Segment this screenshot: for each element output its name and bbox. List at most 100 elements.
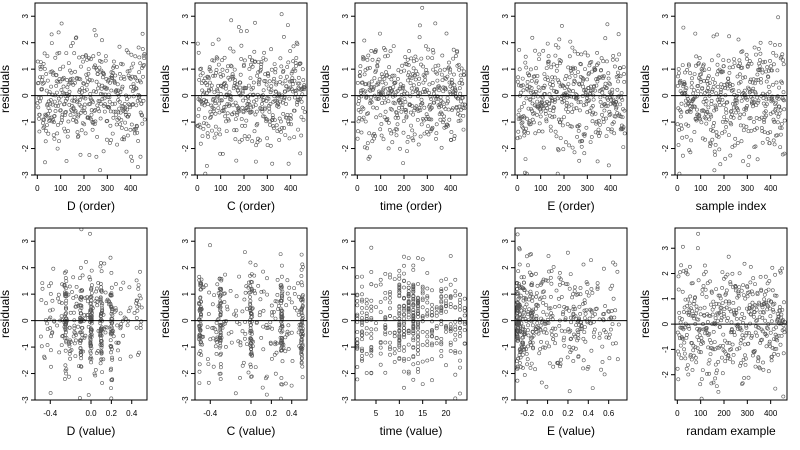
data-point — [704, 327, 709, 332]
data-point — [411, 328, 416, 333]
data-point — [615, 87, 620, 92]
data-point — [397, 324, 402, 329]
data-point — [695, 107, 699, 112]
data-point — [387, 127, 392, 132]
data-point — [388, 300, 392, 305]
data-point — [458, 350, 462, 355]
data-point — [100, 306, 105, 311]
data-point — [206, 380, 211, 385]
data-point — [772, 347, 777, 351]
data-point — [362, 72, 367, 77]
data-point — [47, 90, 52, 95]
data-point — [568, 350, 573, 355]
data-point — [742, 376, 747, 380]
data-point — [280, 126, 284, 130]
data-point — [108, 123, 113, 128]
data-point — [292, 95, 297, 100]
data-point — [733, 136, 738, 141]
data-point — [567, 308, 572, 313]
data-point — [248, 279, 253, 284]
data-point — [769, 319, 774, 324]
data-point — [116, 341, 121, 345]
x-tick-label: 200 — [237, 184, 251, 193]
data-point — [710, 290, 714, 295]
data-point — [76, 133, 81, 138]
data-point — [538, 328, 543, 333]
data-point — [538, 327, 543, 332]
data-point — [89, 309, 94, 314]
data-point — [411, 267, 416, 272]
data-point — [239, 29, 243, 34]
data-point — [724, 107, 728, 112]
data-point — [538, 107, 543, 112]
data-point — [758, 58, 762, 62]
data-point — [448, 296, 453, 300]
data-point — [96, 106, 101, 111]
data-point — [416, 366, 420, 371]
data-point — [100, 301, 105, 306]
data-point — [523, 60, 528, 65]
data-point — [135, 130, 140, 135]
data-point — [692, 88, 697, 93]
data-point — [754, 318, 759, 323]
data-point — [555, 96, 560, 101]
data-point — [279, 12, 284, 17]
data-point — [372, 131, 377, 136]
data-point — [563, 316, 568, 321]
data-point — [219, 276, 224, 281]
data-point — [289, 383, 294, 388]
data-point — [575, 328, 580, 333]
data-point — [67, 80, 72, 85]
data-point — [87, 153, 92, 157]
data-point — [744, 124, 749, 129]
data-point — [458, 297, 462, 302]
data-point — [750, 80, 755, 85]
data-point — [299, 115, 304, 120]
data-point — [559, 357, 564, 362]
data-point — [774, 325, 778, 330]
data-point — [724, 118, 729, 123]
data-point — [545, 106, 550, 110]
data-point — [126, 73, 131, 78]
data-point — [90, 78, 94, 83]
data-point — [755, 72, 760, 77]
data-point — [560, 23, 564, 28]
data-point — [744, 52, 749, 57]
data-point — [529, 67, 533, 72]
data-point — [758, 310, 763, 315]
data-point — [392, 277, 397, 282]
data-point — [545, 340, 549, 345]
data-point — [430, 125, 435, 130]
data-point — [100, 327, 105, 332]
data-point — [780, 266, 785, 271]
data-point — [539, 99, 544, 104]
data-point — [585, 366, 590, 371]
data-point — [437, 88, 441, 93]
data-point — [453, 319, 458, 324]
x-tick-label: 400 — [604, 184, 618, 193]
data-point — [755, 292, 760, 297]
y-tick-label: 1 — [21, 66, 30, 71]
data-point — [397, 348, 402, 353]
data-point — [40, 286, 45, 291]
data-point — [434, 305, 439, 310]
data-point — [515, 335, 520, 339]
data-point — [752, 348, 757, 353]
data-point — [248, 338, 253, 343]
data-point — [613, 308, 618, 313]
data-point — [98, 281, 103, 286]
data-point — [120, 84, 125, 89]
y-tick-label: -3 — [21, 171, 30, 179]
data-point — [416, 256, 420, 260]
data-point — [228, 63, 233, 68]
data-point — [576, 128, 581, 133]
data-point — [369, 49, 374, 53]
data-point — [620, 98, 625, 102]
data-point — [739, 328, 744, 333]
data-point — [95, 299, 100, 304]
data-point — [759, 80, 764, 85]
data-point — [364, 94, 369, 99]
data-point — [448, 254, 453, 258]
data-point — [360, 284, 364, 289]
data-point — [248, 329, 253, 334]
